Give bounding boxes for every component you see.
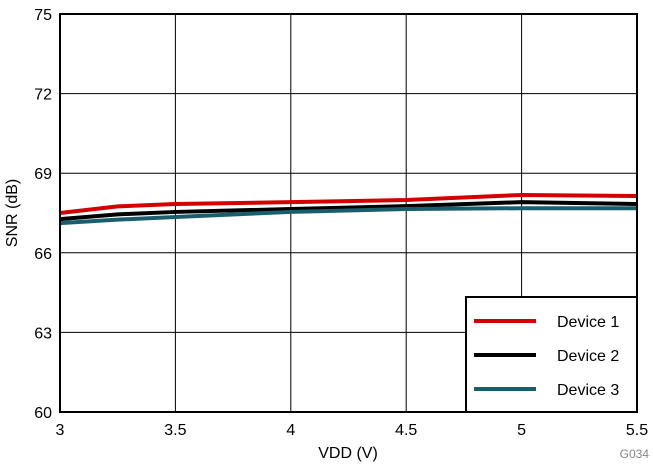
plot-frame [59, 13, 638, 413]
series-lines [59, 192, 638, 226]
x-tick-label: 3.5 [164, 422, 186, 439]
y-tick-label: 60 [34, 405, 52, 422]
legend: Device 1 Device 2 Device 3 [465, 296, 638, 413]
y-tick-label: 75 [34, 7, 52, 24]
y-axis-label: SNR (dB) [4, 179, 21, 247]
legend-label: Device 2 [557, 348, 619, 365]
y-tick-label: 72 [34, 87, 52, 104]
legend-label: Device 1 [557, 314, 619, 331]
x-tick-label: 5.5 [626, 422, 648, 439]
series-line-device-1 [59, 192, 638, 215]
legend-label: Device 3 [557, 382, 619, 399]
series-line-device-3 [59, 206, 637, 226]
series-line-device-2 [59, 200, 638, 222]
x-axis-label: VDD (V) [318, 445, 378, 462]
x-tick-label: 5 [517, 422, 526, 439]
figure-code: G034 [620, 447, 650, 461]
y-tick-label: 63 [34, 325, 52, 342]
x-tick-label: 4 [286, 422, 295, 439]
x-tick-label: 3 [56, 422, 65, 439]
x-tick-label: 4.5 [395, 422, 417, 439]
tick-labels: 3 3.5 4 4.5 5 5.5 60 63 66 69 72 75 [34, 7, 648, 439]
y-tick-label: 69 [34, 166, 52, 183]
y-tick-label: 66 [34, 246, 52, 263]
